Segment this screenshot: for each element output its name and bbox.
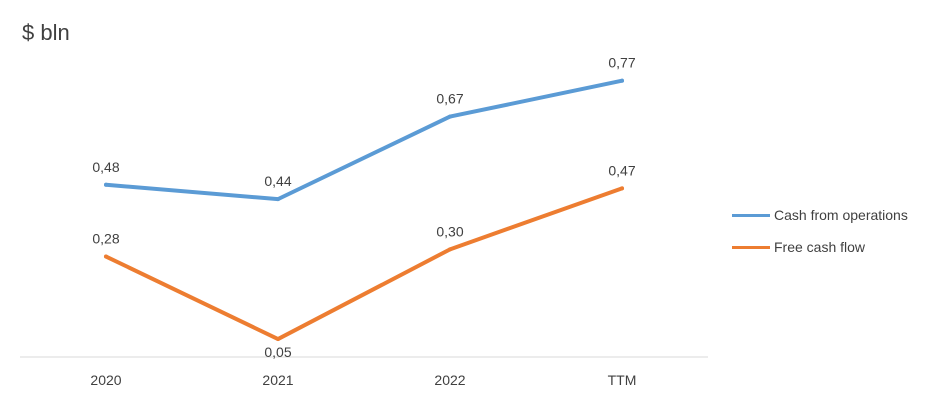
- legend-swatch-free-cash-flow: [732, 245, 770, 249]
- data-point: [104, 254, 108, 259]
- series-line-cash-from-operations: [104, 78, 624, 202]
- data-label: 0,28: [92, 231, 119, 247]
- unit-label: $ bln: [22, 20, 70, 45]
- data-label: 0,48: [92, 159, 119, 175]
- legend-label: Free cash flow: [774, 239, 866, 255]
- data-label: 0,05: [264, 344, 291, 360]
- data-point: [104, 182, 108, 187]
- series-line-free-cash-flow: [104, 186, 624, 342]
- data-label: 0,44: [264, 173, 291, 189]
- data-point: [620, 186, 624, 191]
- x-tick-label: 2022: [434, 372, 465, 388]
- legend-item-free-cash-flow: Free cash flow: [732, 231, 908, 263]
- x-tick-label: 2020: [90, 372, 121, 388]
- data-point: [448, 247, 452, 252]
- data-label: 0,67: [436, 91, 463, 107]
- data-label: 0,30: [436, 223, 463, 239]
- data-point: [276, 197, 280, 202]
- legend-label: Cash from operations: [774, 207, 908, 223]
- legend-item-cash-from-operations: Cash from operations: [732, 199, 908, 231]
- data-point: [448, 114, 452, 119]
- x-tick-label: TTM: [608, 372, 637, 388]
- data-point: [276, 337, 280, 342]
- data-label: 0,47: [608, 162, 635, 178]
- legend: Cash from operations Free cash flow: [732, 199, 908, 263]
- x-tick-label: 2021: [262, 372, 293, 388]
- data-label: 0,77: [608, 55, 635, 71]
- legend-swatch-cash-from-operations: [732, 213, 770, 217]
- data-point: [620, 78, 624, 83]
